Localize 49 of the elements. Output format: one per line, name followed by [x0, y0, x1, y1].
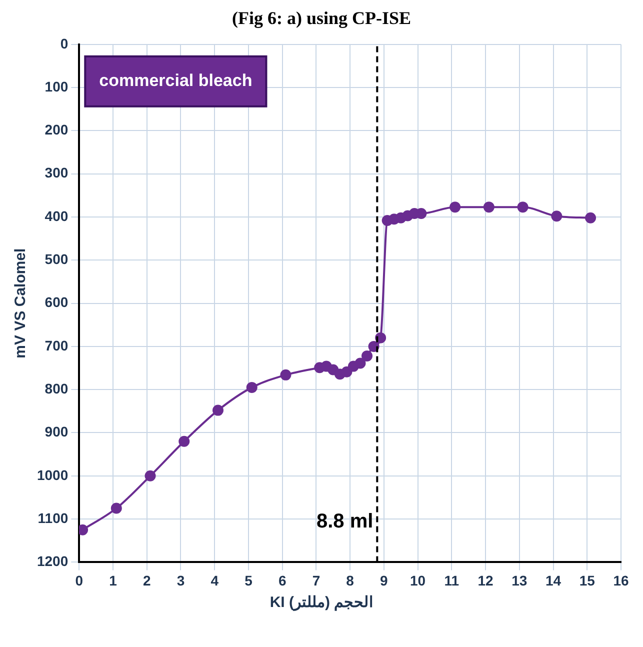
y-tick-label: 1000 — [36, 466, 68, 483]
y-tick-label: 1100 — [38, 510, 68, 526]
x-tick-label: 8 — [346, 572, 354, 588]
x-tick-label: 2 — [142, 572, 151, 588]
x-tick-label: 13 — [512, 572, 528, 588]
y-tick-label: 700 — [44, 337, 68, 354]
y-tick-label: 0 — [60, 35, 68, 52]
x-tick-label: 1 — [109, 572, 118, 588]
point — [144, 470, 156, 482]
x-tick-label: 14 — [545, 572, 562, 588]
x-tick-label: 3 — [176, 572, 185, 588]
chart-title: (Fig 6: a) using CP-ISE — [230, 8, 412, 29]
point — [551, 210, 562, 222]
y-tick-label: 200 — [44, 122, 68, 138]
x-tick-label: 9 — [380, 572, 388, 588]
x-tick-label: 15 — [579, 572, 596, 588]
y-tick-label: 600 — [44, 294, 68, 310]
point — [212, 404, 224, 416]
ref-line-label: 8.8 ml — [316, 510, 374, 533]
y-tick-label: 400 — [44, 208, 68, 224]
x-tick-label: 7 — [312, 572, 320, 588]
x-tick-label: 6 — [278, 572, 286, 588]
x-tick-label: 5 — [244, 572, 253, 588]
x-tick-label: 11 — [444, 572, 460, 588]
point — [246, 382, 258, 393]
point — [178, 436, 190, 447]
point — [483, 202, 494, 213]
x-axis-title: الحجم (مللتر) KI — [268, 593, 374, 611]
x-tick-label: 4 — [210, 572, 219, 588]
y-tick-label: 1200 — [36, 553, 68, 570]
text: commercial bleach — [99, 71, 252, 90]
y-tick-label: 300 — [44, 164, 68, 181]
y-tick-label: 900 — [44, 424, 68, 440]
point — [354, 358, 366, 369]
y-tick-label: 800 — [44, 380, 68, 396]
point — [517, 202, 528, 213]
y-tick-label: 500 — [44, 251, 68, 268]
y-tick-label: 100 — [44, 78, 68, 94]
point — [280, 369, 292, 380]
point — [362, 350, 373, 362]
point — [110, 502, 122, 514]
x-tick-label: 16 — [613, 572, 629, 588]
x-tick-label: 12 — [478, 572, 494, 588]
point — [341, 366, 352, 378]
point — [585, 212, 596, 224]
y-axis-title: mV VS Calomel — [12, 248, 30, 358]
point — [450, 202, 461, 213]
x-tick-label: 10 — [410, 572, 426, 588]
x-tick-label: 0 — [75, 572, 84, 588]
